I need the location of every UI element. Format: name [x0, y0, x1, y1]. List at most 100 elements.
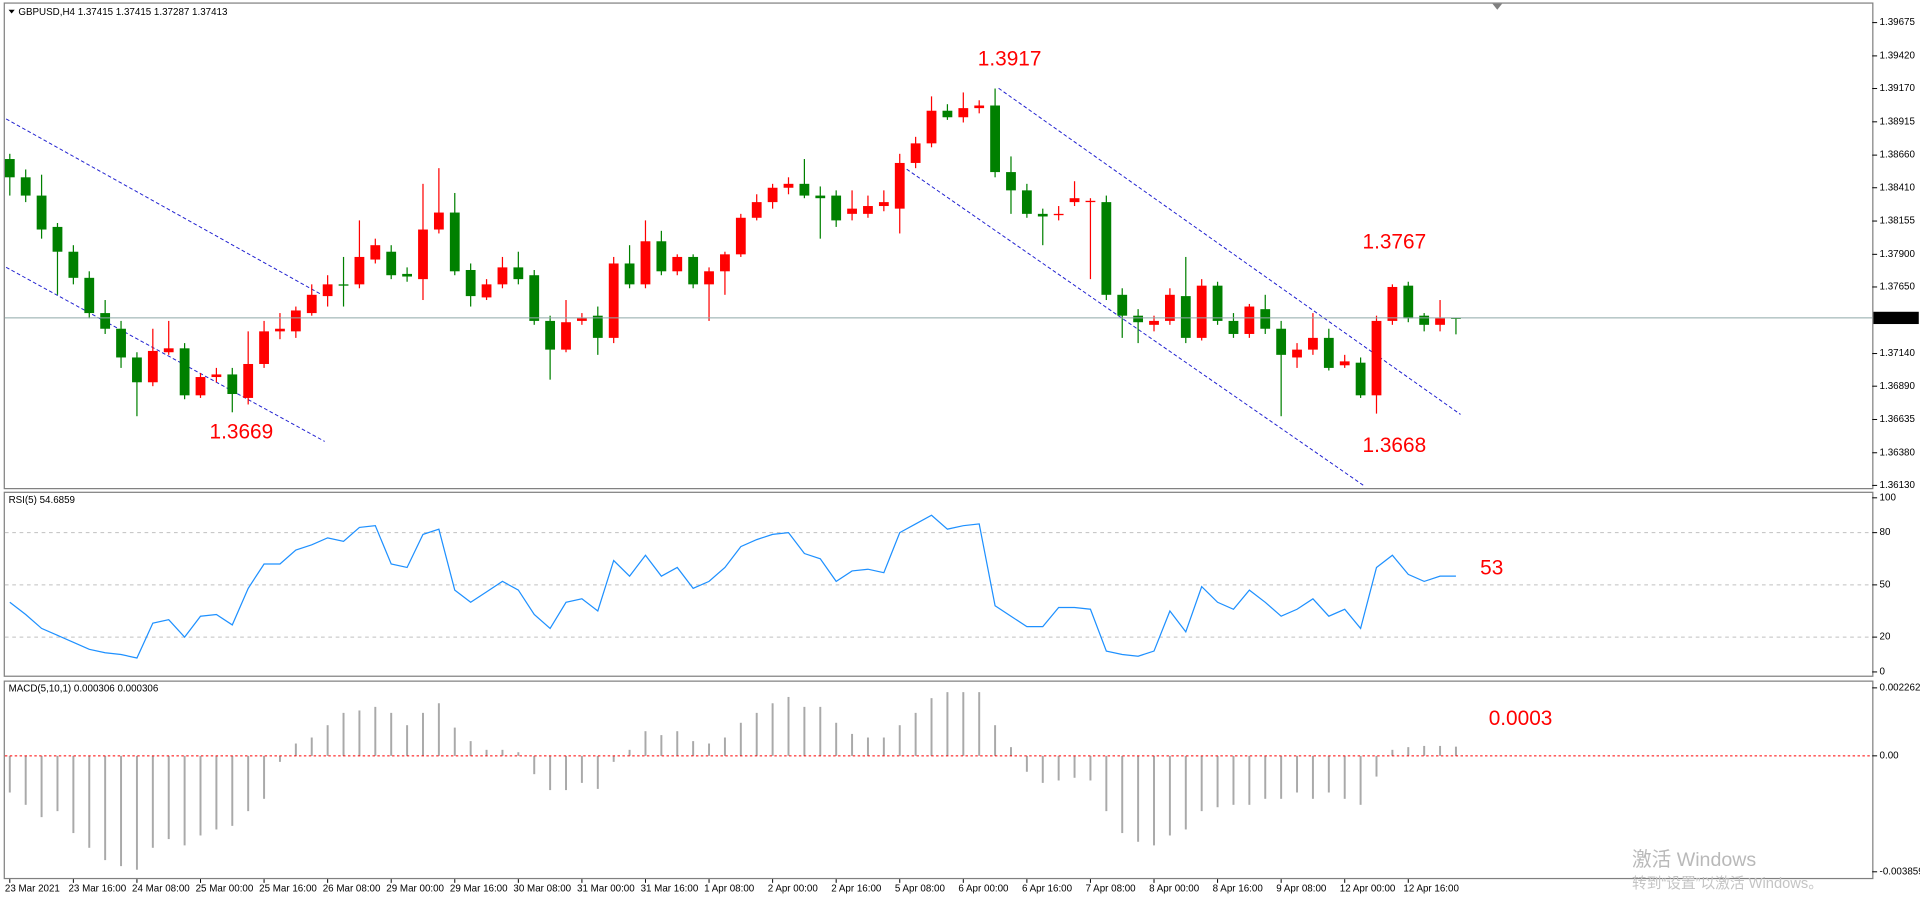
candle-body [1403, 285, 1414, 319]
candle-body [735, 217, 746, 255]
watermark: 激活 Windows [1632, 849, 1756, 871]
y-tick-label: 1.37650 [1880, 282, 1916, 293]
current-price-label: 1.37413 [1877, 312, 1913, 323]
macd-bar [612, 755, 615, 762]
channel-line [998, 87, 1461, 415]
macd-bar [1439, 745, 1442, 756]
candle-body [1021, 190, 1032, 214]
x-tick-label: 12 Apr 00:00 [1340, 884, 1396, 895]
candle-body [831, 195, 842, 221]
candle-body [211, 374, 222, 378]
x-tick-label: 6 Apr 00:00 [958, 884, 1009, 895]
main-panel-frame [3, 2, 1874, 490]
macd-bar [580, 755, 583, 783]
macd-bar [1041, 755, 1044, 783]
macd-bar [501, 749, 504, 756]
candle-body [1165, 294, 1175, 321]
macd-bar [56, 755, 59, 812]
annotation: 1.3917 [978, 48, 1042, 71]
y-tick-label: 80 [1880, 527, 1891, 538]
candle-body [227, 374, 238, 395]
candle-body [974, 105, 985, 109]
macd-bar [1010, 747, 1012, 756]
x-tick-label: 25 Mar 16:00 [259, 884, 317, 895]
macd-bar [851, 733, 854, 756]
macd-bar [835, 722, 838, 756]
candle-body [195, 377, 206, 396]
macd-bar [1057, 755, 1060, 781]
macd-bar [1454, 746, 1457, 756]
macd-bar [596, 755, 599, 789]
candle-body [1339, 361, 1350, 366]
macd-bar [1407, 747, 1410, 756]
candle-body [84, 277, 95, 314]
candle-body [1117, 294, 1128, 316]
candle-body [322, 284, 333, 297]
candle-body [465, 269, 476, 297]
x-tick-label: 1 Apr 08:00 [704, 884, 755, 895]
macd-bar [1073, 755, 1076, 778]
candle-body [52, 226, 63, 252]
macd-bar [628, 749, 631, 756]
y-tick-label: 1.36635 [1880, 414, 1916, 425]
macd-bar [151, 755, 154, 848]
macd-title: MACD(5,10,1) 0.000306 0.000306 [9, 684, 159, 695]
macd-bar [342, 712, 345, 756]
candle-body [1196, 285, 1207, 338]
x-tick-label: 5 Apr 08:00 [895, 884, 946, 895]
candle-body [1037, 213, 1048, 217]
y-tick-label: 1.38915 [1880, 116, 1916, 127]
candle-body [1006, 172, 1016, 191]
rsi-title: RSI(5) 54.6859 [9, 495, 75, 506]
macd-bar [1137, 755, 1140, 842]
candle-body [147, 350, 158, 383]
candle-body [1053, 213, 1064, 216]
macd-bar [1025, 755, 1028, 772]
candle-body [132, 357, 142, 383]
macd-bar [755, 712, 758, 756]
x-tick-label: 23 Mar 2021 [5, 884, 60, 895]
macd-bar [914, 712, 917, 756]
candle-body [163, 348, 174, 353]
candle-body [878, 202, 889, 207]
candle-body [624, 263, 635, 285]
candle-body [1435, 318, 1445, 325]
candle-body [640, 241, 651, 285]
macd-bar [1359, 755, 1362, 805]
candle-body [910, 143, 921, 163]
y-tick-label: 0.002262 [1880, 682, 1920, 693]
macd-bar [1343, 755, 1346, 799]
macd-bar [978, 692, 981, 756]
macd-bar [1184, 755, 1187, 830]
x-tick-label: 2 Apr 16:00 [831, 884, 882, 895]
candle-body [4, 159, 15, 178]
candle-body [1212, 285, 1223, 321]
candle-body [529, 275, 540, 321]
macd-bar [676, 731, 679, 756]
x-tick-label: 8 Apr 00:00 [1149, 884, 1200, 895]
watermark: 转到“设置”以激活 Windows。 [1632, 875, 1823, 892]
macd-bar [8, 755, 11, 793]
macd-bar [946, 692, 949, 756]
candle-body [481, 284, 492, 298]
macd-bar [1264, 755, 1267, 799]
candle-body [20, 177, 31, 196]
candle-body [338, 284, 349, 286]
macd-bar [994, 725, 997, 756]
macd-bar [1296, 755, 1299, 793]
macd-bar [215, 755, 218, 830]
rsi-line [9, 514, 1456, 659]
macd-bar [120, 755, 123, 867]
macd-bar [104, 755, 107, 861]
macd-bar [183, 755, 186, 846]
candle-body [863, 206, 873, 214]
annotation: 1.3669 [210, 420, 274, 443]
y-tick-label: 50 [1880, 579, 1891, 590]
candle-body [275, 328, 285, 332]
macd-bar [24, 755, 27, 805]
candle-body [513, 267, 524, 280]
y-tick-label: 1.36380 [1880, 447, 1916, 458]
macd-bar [326, 725, 329, 756]
macd-panel-frame [3, 680, 1874, 880]
